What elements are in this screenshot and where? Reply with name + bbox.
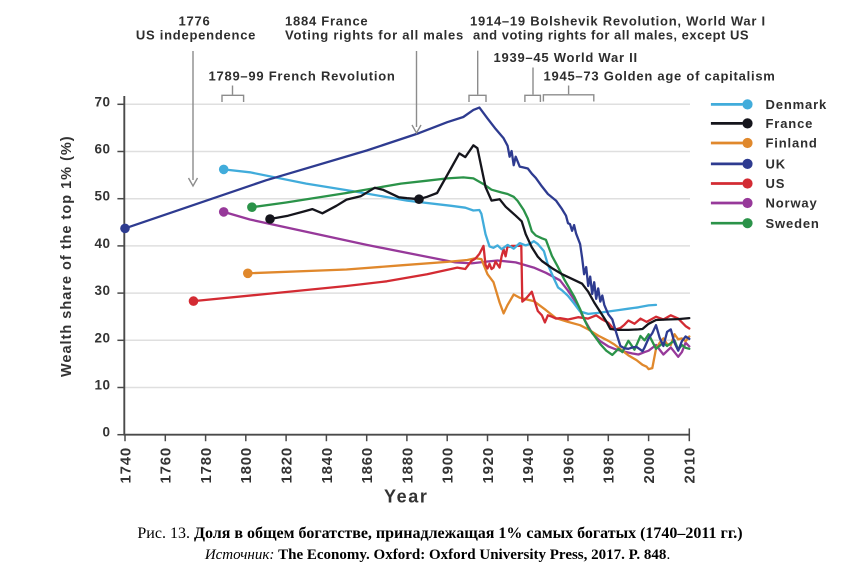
svg-text:10: 10 bbox=[94, 378, 110, 393]
svg-text:70: 70 bbox=[94, 94, 110, 109]
svg-text:1960: 1960 bbox=[560, 447, 577, 484]
svg-text:1800: 1800 bbox=[238, 447, 255, 484]
svg-text:and voting rights for all male: and voting rights for all males, except … bbox=[473, 28, 749, 43]
svg-text:1914–19 Bolshevik Revolution,: 1914–19 Bolshevik Revolution, World War … bbox=[470, 14, 766, 29]
svg-text:60: 60 bbox=[94, 142, 110, 157]
svg-text:1820: 1820 bbox=[279, 447, 296, 484]
svg-text:Year: Year bbox=[384, 487, 428, 507]
svg-text:1776: 1776 bbox=[179, 14, 211, 29]
svg-text:Denmark: Denmark bbox=[766, 97, 828, 112]
svg-text:Voting rights for all males: Voting rights for all males bbox=[285, 28, 464, 43]
svg-text:1780: 1780 bbox=[198, 447, 215, 484]
svg-text:1900: 1900 bbox=[440, 447, 457, 484]
svg-text:1940: 1940 bbox=[520, 447, 537, 484]
svg-text:2010: 2010 bbox=[682, 447, 699, 484]
svg-text:1760: 1760 bbox=[158, 447, 175, 484]
svg-text:1939–45 World War II: 1939–45 World War II bbox=[494, 50, 638, 65]
svg-text:UK: UK bbox=[766, 157, 786, 172]
svg-text:Norway: Norway bbox=[766, 196, 818, 211]
svg-text:1860: 1860 bbox=[359, 447, 376, 484]
svg-text:2000: 2000 bbox=[641, 447, 658, 484]
svg-text:1945–73 Golden age of capitali: 1945–73 Golden age of capitalism bbox=[544, 69, 776, 84]
svg-text:50: 50 bbox=[94, 189, 110, 204]
svg-text:Finland: Finland bbox=[766, 136, 818, 151]
svg-text:France: France bbox=[766, 116, 814, 131]
svg-text:1880: 1880 bbox=[399, 447, 416, 484]
svg-text:Sweden: Sweden bbox=[766, 216, 820, 231]
svg-text:1789–99 French Revolution: 1789–99 French Revolution bbox=[209, 69, 396, 84]
svg-text:Wealth share of the top 1% (%): Wealth share of the top 1% (%) bbox=[59, 135, 75, 377]
svg-text:US independence: US independence bbox=[136, 28, 256, 43]
svg-text:20: 20 bbox=[94, 330, 110, 345]
svg-text:40: 40 bbox=[94, 236, 110, 251]
svg-text:1740: 1740 bbox=[117, 447, 134, 484]
svg-text:1884 France: 1884 France bbox=[285, 14, 368, 29]
svg-text:US: US bbox=[766, 176, 786, 191]
svg-text:1920: 1920 bbox=[480, 447, 497, 484]
svg-text:1980: 1980 bbox=[601, 447, 618, 484]
svg-text:0: 0 bbox=[102, 425, 110, 440]
svg-text:30: 30 bbox=[94, 283, 110, 298]
svg-text:1840: 1840 bbox=[319, 447, 336, 484]
